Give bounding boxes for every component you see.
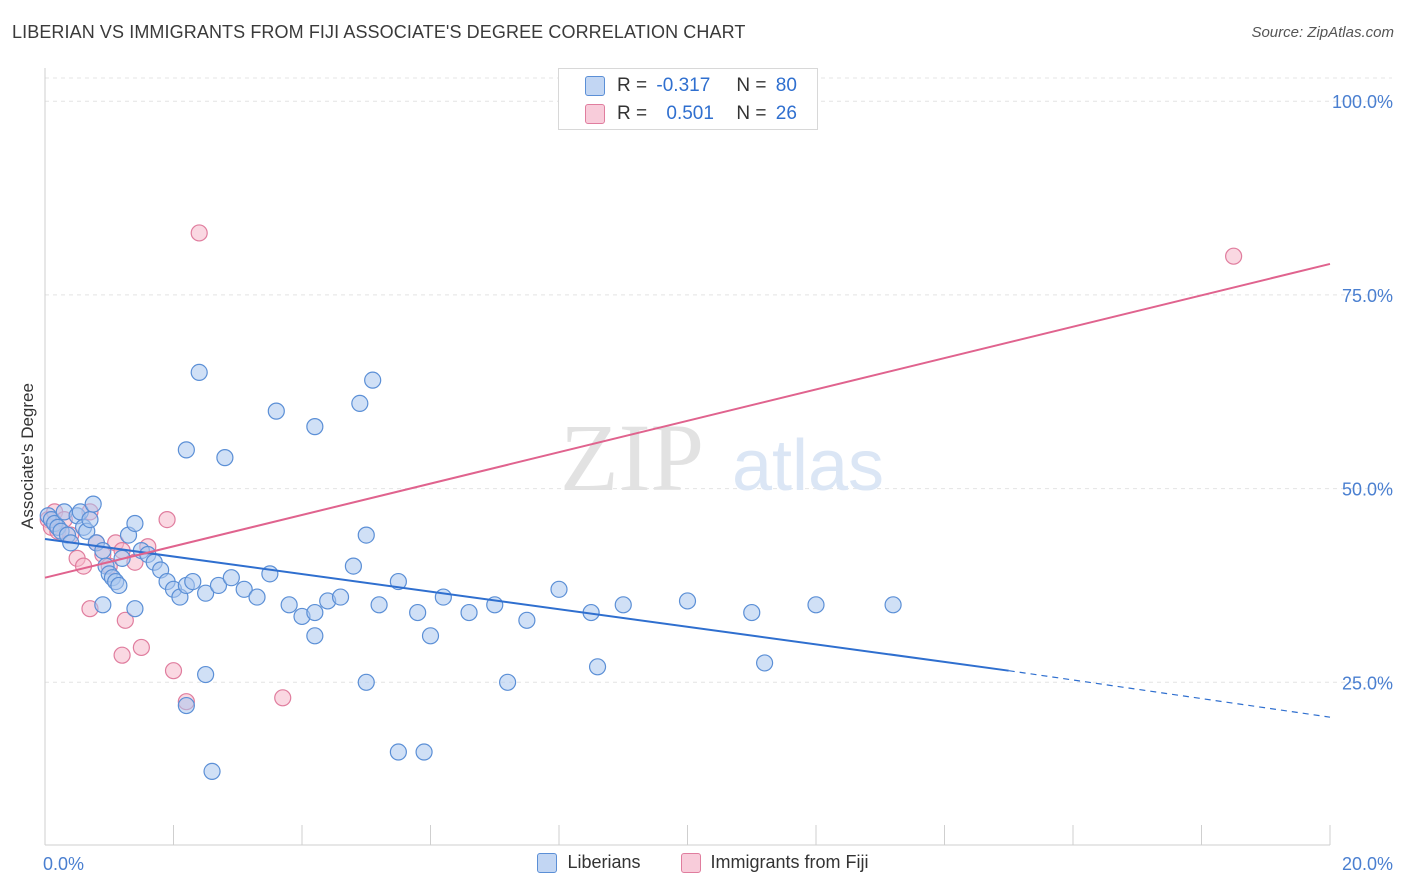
axes: [44, 68, 1331, 846]
legend-label-liberians: Liberians: [567, 852, 641, 872]
data-point: [1225, 247, 1243, 265]
data-point: [177, 696, 195, 715]
data-point: [389, 743, 407, 761]
data-point: [280, 596, 298, 614]
data-point: [164, 662, 183, 680]
trend-lines: [44, 262, 1331, 718]
stats-r-value: 0.501: [666, 103, 714, 124]
data-point: [81, 511, 99, 529]
data-point: [126, 514, 144, 533]
data-point: [197, 665, 215, 684]
y-tick-label: 100.0%: [1332, 92, 1393, 112]
data-point: [94, 541, 112, 560]
data-point: [216, 449, 234, 467]
trend-line-fiji: [44, 262, 1331, 579]
data-point: [409, 603, 427, 622]
stats-r-label: R =: [617, 75, 648, 96]
data-point: [588, 658, 607, 676]
data-point: [434, 588, 452, 606]
trend-line-liberians: [44, 537, 1009, 672]
data-point: [267, 402, 285, 420]
stats-row-fiji: R = 0.501 N = 26: [585, 103, 797, 125]
data-point: [84, 495, 102, 513]
data-point: [364, 371, 382, 389]
data-point: [306, 603, 324, 622]
data-point: [94, 596, 112, 614]
data-point: [116, 611, 134, 629]
data-point: [357, 673, 375, 691]
data-point: [177, 441, 195, 459]
data-point: [614, 596, 632, 614]
stats-n-label: N =: [736, 103, 767, 124]
stats-row-liberians: R = -0.317 N = 80: [585, 75, 797, 97]
stats-r-value: -0.317: [656, 75, 711, 96]
watermark: ZIP atlas: [560, 404, 884, 511]
y-axis-label: Associate's Degree: [18, 383, 37, 529]
stats-n-label: N =: [736, 75, 767, 96]
data-point: [190, 224, 208, 242]
x-tick-label: 0.0%: [43, 854, 84, 874]
data-point: [126, 600, 144, 618]
stats-box: R = -0.317 N = 80 R = 0.501 N = 26: [558, 68, 818, 130]
data-point: [274, 689, 292, 707]
y-tick-label: 50.0%: [1342, 480, 1393, 500]
data-point: [499, 673, 517, 691]
data-point: [306, 418, 324, 436]
data-point: [344, 557, 362, 575]
data-point: [209, 576, 228, 595]
data-point: [110, 576, 128, 595]
data-point: [351, 394, 369, 412]
data-point: [235, 580, 253, 598]
legend-swatch-pink: [680, 852, 701, 873]
stats-n-value: 80: [775, 75, 797, 96]
data-point: [421, 627, 440, 645]
data-point: [331, 588, 350, 606]
data-point: [113, 646, 131, 664]
data-point: [203, 762, 221, 780]
data-point: [460, 603, 478, 622]
data-point: [389, 572, 407, 591]
legend-label-fiji: Immigrants from Fiji: [710, 852, 869, 872]
y-tick-label: 75.0%: [1342, 286, 1393, 306]
data-point: [306, 627, 324, 645]
data-point: [743, 603, 761, 622]
stats-swatch-blue: [585, 76, 605, 96]
legend-item-fiji[interactable]: Immigrants from Fiji: [680, 852, 869, 873]
stats-r-label: R =: [617, 103, 648, 124]
x-tick-label: 20.0%: [1342, 854, 1393, 874]
data-point: [755, 654, 774, 672]
data-point: [357, 526, 375, 544]
watermark-zip: ZIP: [560, 404, 704, 511]
stats-swatch-pink: [585, 104, 605, 124]
y-tick-label: 25.0%: [1342, 673, 1393, 693]
data-point: [678, 592, 697, 610]
data-point: [370, 596, 388, 614]
data-point: [190, 363, 208, 382]
data-point: [248, 588, 266, 606]
legend-item-liberians[interactable]: Liberians: [537, 852, 641, 873]
trend-line-liberians-extension: [1008, 670, 1331, 718]
legend-swatch-blue: [537, 852, 558, 873]
source-credit: Source: ZipAtlas.com: [1251, 24, 1394, 41]
legend: Liberians Immigrants from Fiji: [0, 852, 1406, 873]
data-point: [807, 596, 825, 614]
tick-labels: 25.0% 50.0% 75.0% 100.0% 0.0% 20.0%: [43, 92, 1393, 874]
data-point: [158, 511, 176, 529]
data-point: [132, 638, 150, 657]
data-point: [197, 584, 215, 602]
chart-title: LIBERIAN VS IMMIGRANTS FROM FIJI ASSOCIA…: [12, 22, 746, 42]
data-point: [222, 569, 240, 587]
data-point: [184, 572, 202, 591]
stats-n-value: 26: [775, 103, 797, 124]
watermark-atlas: atlas: [732, 426, 884, 506]
data-point: [884, 596, 902, 614]
data-point: [518, 611, 536, 629]
data-point: [550, 580, 568, 598]
data-point: [415, 743, 433, 761]
